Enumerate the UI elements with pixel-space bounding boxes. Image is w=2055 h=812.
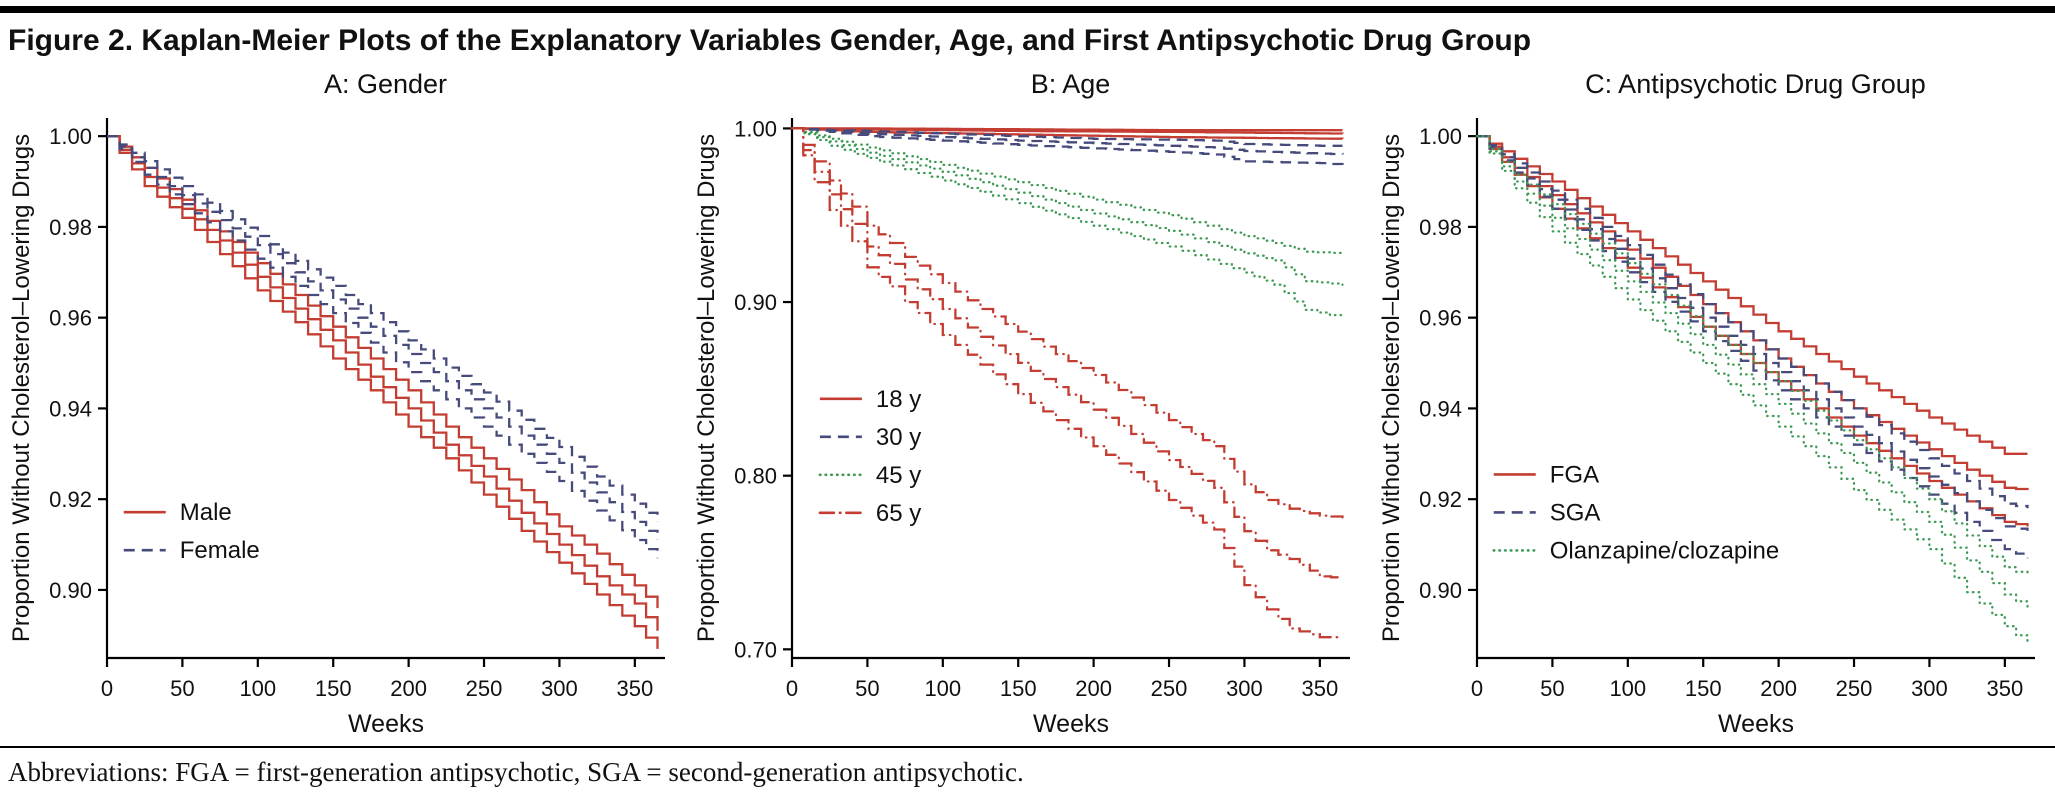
abbreviations-note: Abbreviations: FGA = first-generation an… [8,757,1024,787]
series-30-y-lower [791,127,1344,166]
x-tick-label: 150 [314,676,351,701]
y-axis-label: Proportion Without Cholesterol–Lowering … [8,134,35,642]
series-65-y-upper [790,127,1344,519]
x-tick-label: 150 [999,676,1036,701]
x-tick-label: 200 [1760,676,1797,701]
panel-age-title: B: Age [1030,69,1111,99]
panel-age: B: Age 0.70 0.80 0.90 1.00 0 50 100 150 200 250 30… [685,69,1370,742]
y-tick-label: 0.90 [1419,578,1462,603]
series-45-y-lower [790,127,1344,319]
x-tick-label: 350 [616,676,653,701]
x-tick-label: 350 [1301,676,1338,701]
x-tick-label: 200 [1075,676,1112,701]
series-65-y-estimate [790,127,1344,580]
x-tick-label: 50 [1540,676,1564,701]
legend-label-sga: SGA [1549,499,1600,526]
series-sga-lower [1476,135,2029,559]
y-tick-label: 0.98 [1419,215,1462,240]
y-axis-label: Proportion Without Cholesterol–Lowering … [693,134,720,642]
series-65-y-lower [790,127,1344,639]
panel-drug-group: C: Antipsychotic Drug Group 0.90 0.92 0.94… [1370,69,2055,742]
legend-label-olanzapine-clozapine: Olanzapine/clozapine [1549,537,1779,564]
x-tick-label: 250 [1150,676,1187,701]
y-axis-label: Proportion Without Cholesterol–Lowering … [1378,134,1405,642]
km-plot-drug-group: 0.90 0.92 0.94 0.96 0.98 1.00 0 50 100 150 200 250 3… [1378,118,2035,738]
y-tick-label: 1.00 [734,116,777,141]
top-rule [0,6,2055,13]
x-tick-label: 200 [390,676,427,701]
x-tick-label: 300 [1226,676,1263,701]
panel-drug-group-chart: 0.90 0.92 0.94 0.96 0.98 1.00 0 50 100 150 200 250 3… [1377,102,2049,742]
x-tick-label: 150 [1684,676,1721,701]
series-sga-upper [1476,135,2029,509]
y-tick-label: 1.00 [49,124,92,149]
panel-gender-chart: 0.90 0.92 0.94 0.96 0.98 1.00 0 50 100 150 200 250 3… [7,102,679,742]
x-tick-label: 50 [855,676,879,701]
series-olanzapine-clozapine-lower [1475,135,2029,646]
y-tick-label: 0.92 [49,487,92,512]
series-male-estimate [106,135,659,631]
figure-title: Figure 2. Kaplan-Meier Plots of the Expl… [8,24,1532,57]
series-18-y-lower [791,127,1344,140]
series-olanzapine-clozapine-estimate [1475,135,2029,610]
panel-age-chart: 0.70 0.80 0.90 1.00 0 50 100 150 200 250 300 350 Pro… [692,102,1364,742]
y-tick-label: 0.90 [734,290,777,315]
y-tick-label: 0.96 [1419,306,1462,331]
series-male-upper [106,135,659,609]
series-30-y-upper [791,127,1342,147]
x-tick-label: 250 [1835,676,1872,701]
x-tick-label: 300 [1911,676,1948,701]
y-tick-label: 0.94 [1419,396,1462,421]
panels-row: A: Gender 0.90 0.92 0.94 0.96 0.98 1.00 0 50 100… [0,69,2055,742]
panel-drug-group-title: C: Antipsychotic Drug Group [1585,69,1926,99]
series-female-estimate [106,135,659,540]
legend-label-male: Male [179,499,231,526]
series-olanzapine-clozapine-upper [1475,135,2029,578]
series-fga-estimate [1476,135,2029,491]
y-tick-label: 0.96 [49,306,92,331]
x-tick-label: 100 [239,676,276,701]
y-tick-label: 1.00 [1419,124,1462,149]
y-tick-label: 0.90 [49,578,92,603]
legend-label-fga: FGA [1549,461,1598,488]
x-tick-label: 50 [170,676,194,701]
km-plot-age: 0.70 0.80 0.90 1.00 0 50 100 150 200 250 300 350 Pro… [693,116,1350,738]
legend-label-30-y: 30 y [875,424,920,451]
series-female-upper [106,135,659,522]
footnote-rule [0,746,2055,748]
series-female-lower [106,135,659,559]
series-18-y-upper [791,127,1342,132]
series-30-y-estimate [791,127,1344,156]
x-tick-label: 0 [1470,676,1482,701]
series-45-y-upper [790,127,1344,255]
legend-label-female: Female [179,537,259,564]
x-tick-label: 100 [1609,676,1646,701]
legend-label-18-y: 18 y [875,386,920,413]
x-axis-label: Weeks [1718,710,1794,738]
y-tick-label: 0.94 [49,396,92,421]
x-tick-label: 100 [924,676,961,701]
y-tick-label: 0.80 [734,464,777,489]
series-male-lower [106,135,659,649]
series-sga-estimate [1476,135,2029,531]
x-axis-label: Weeks [1033,710,1109,738]
y-tick-label: 0.98 [49,215,92,240]
y-tick-label: 0.92 [1419,487,1462,512]
x-tick-label: 250 [465,676,502,701]
x-tick-label: 0 [785,676,797,701]
x-tick-label: 0 [100,676,112,701]
series-45-y-estimate [790,127,1344,286]
panel-gender: A: Gender 0.90 0.92 0.94 0.96 0.98 1.00 0 50 100… [0,69,685,742]
legend-label-65-y: 65 y [875,500,920,527]
y-tick-label: 0.70 [734,637,777,662]
panel-gender-title: A: Gender [323,69,448,99]
x-tick-label: 300 [541,676,578,701]
x-axis-label: Weeks [348,710,424,738]
km-plot-gender: 0.90 0.92 0.94 0.96 0.98 1.00 0 50 100 150 200 250 3… [8,118,665,738]
legend-label-45-y: 45 y [875,462,920,489]
x-tick-label: 350 [1986,676,2023,701]
series-fga-upper [1476,135,2027,455]
